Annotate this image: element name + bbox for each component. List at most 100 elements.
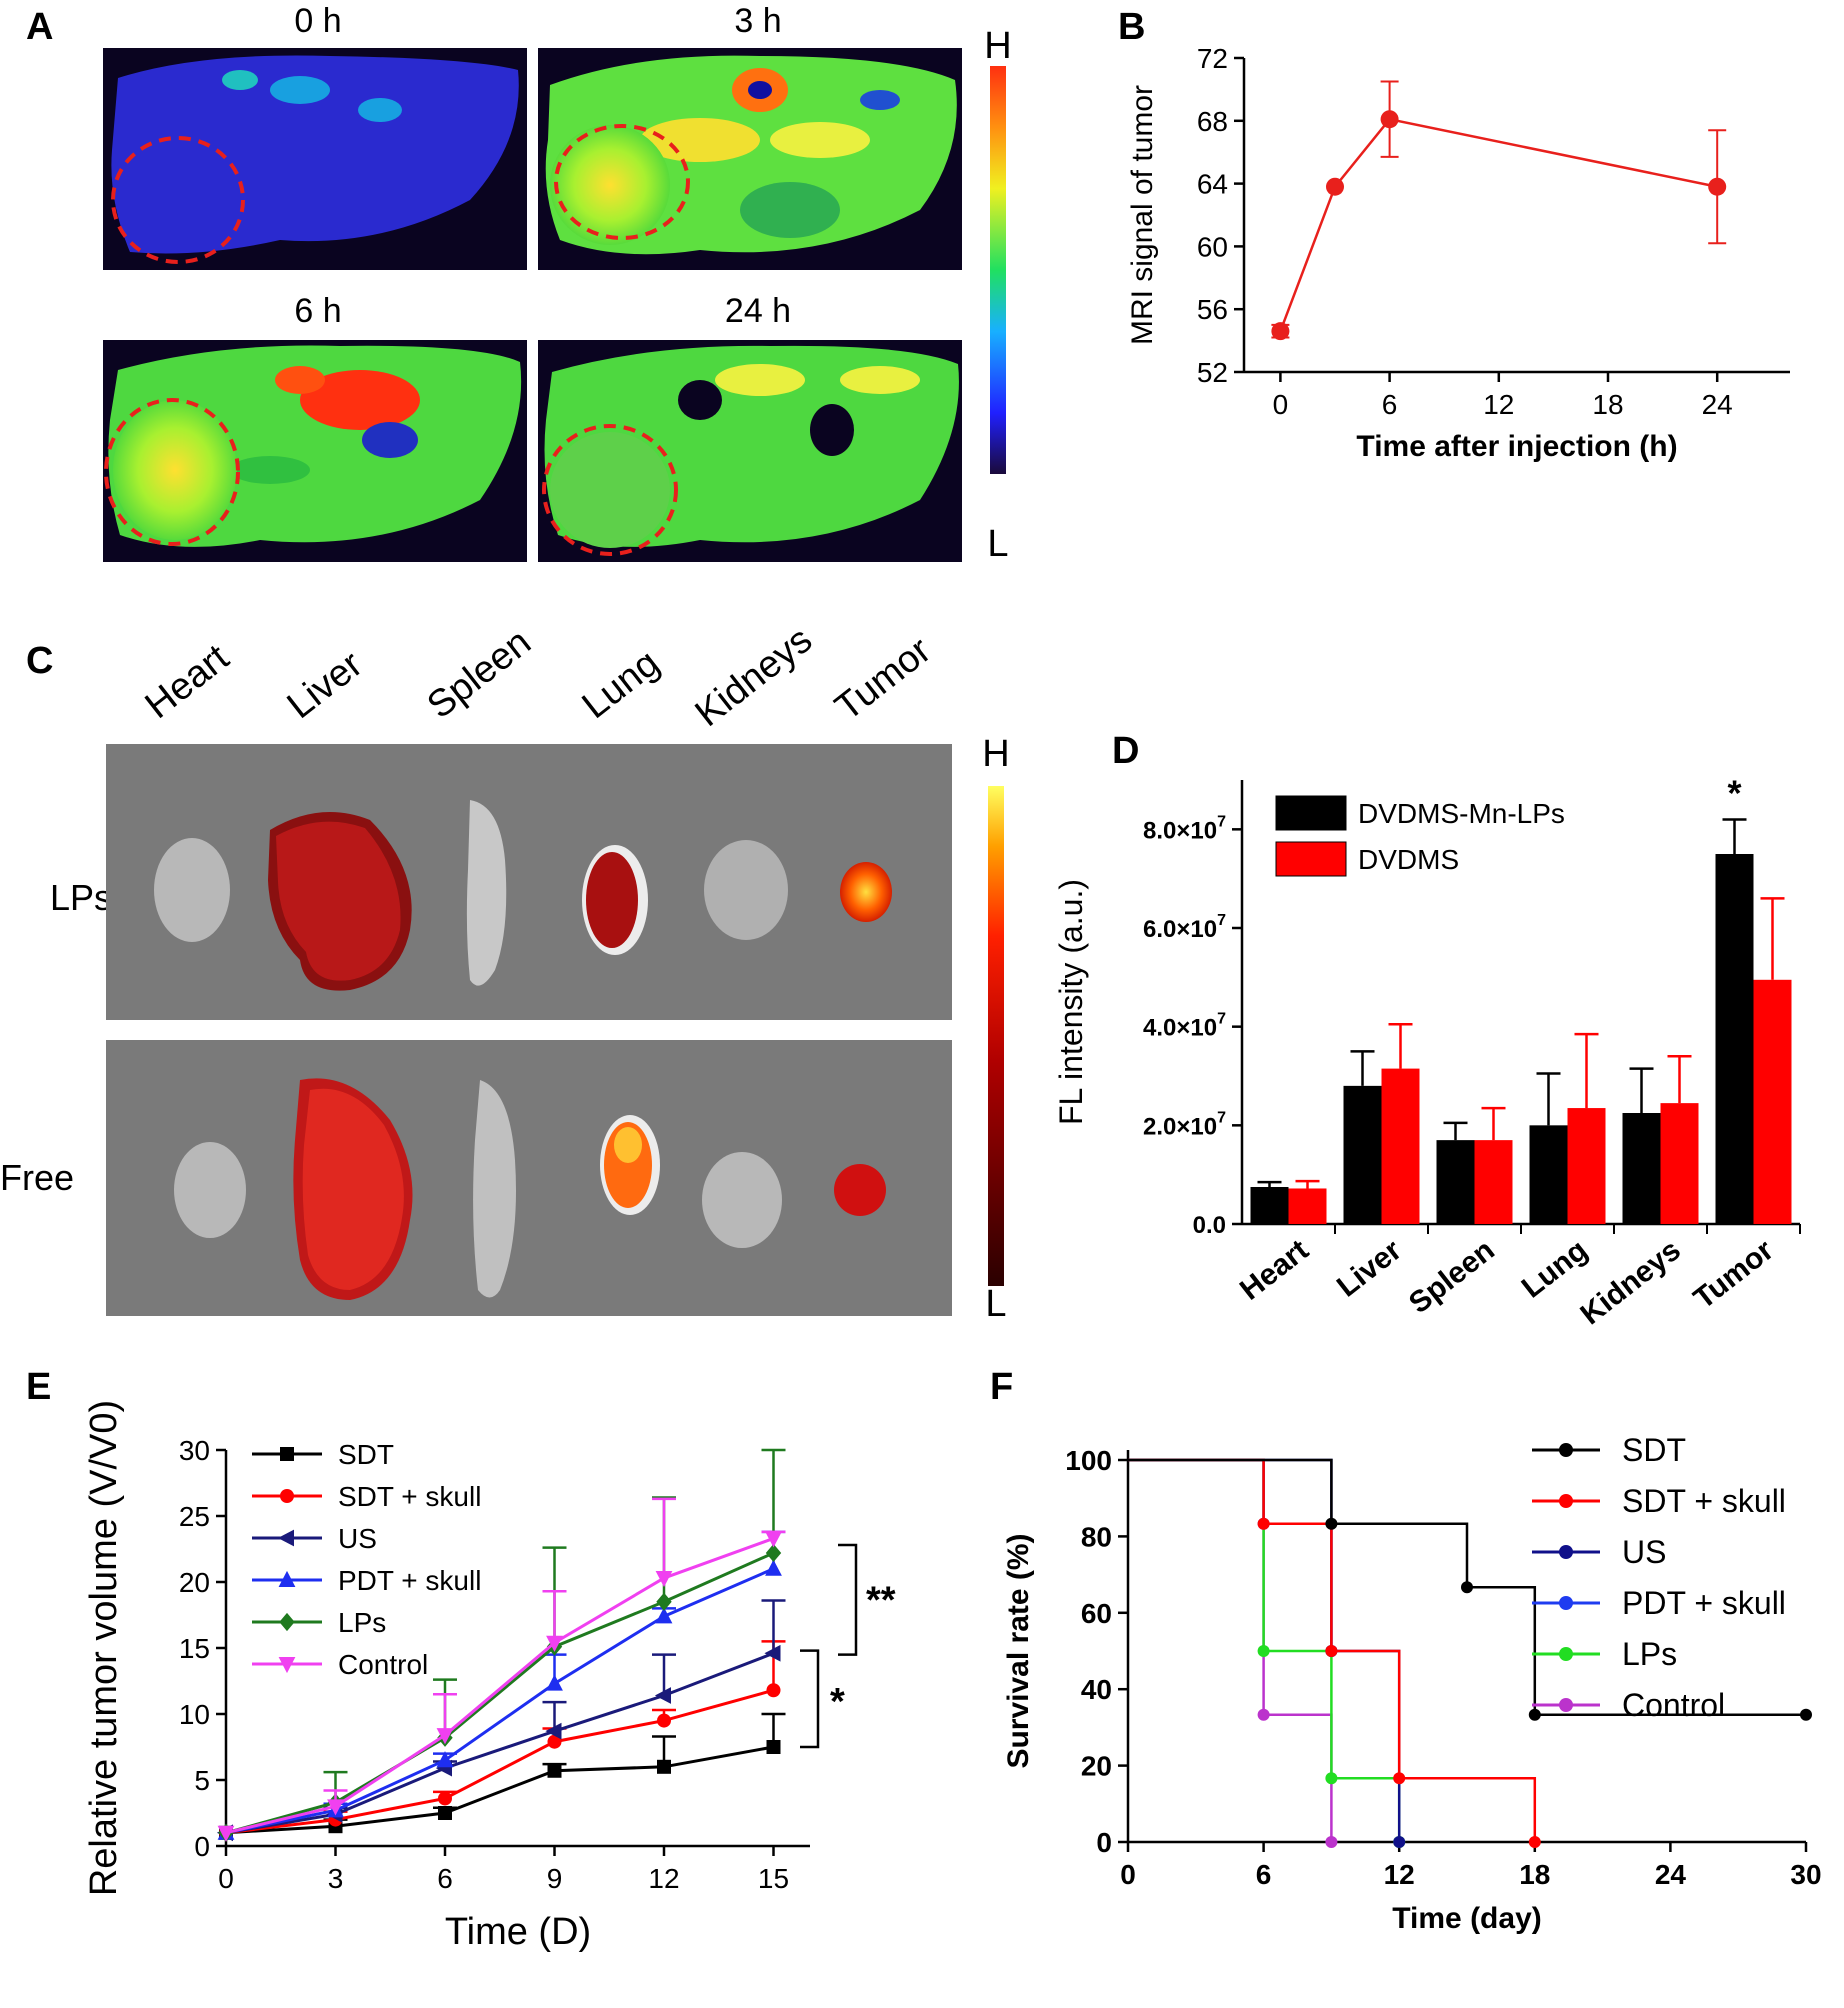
significance-label: *	[830, 1681, 845, 1723]
x-axis-title: Time (day)	[1392, 1902, 1542, 1935]
mri-image-24h	[538, 340, 962, 562]
y-tick-label: 8.0×107	[1143, 813, 1226, 844]
bar	[1474, 1140, 1513, 1224]
data-point-marker	[657, 1759, 671, 1774]
bar	[1436, 1140, 1475, 1224]
y-tick-label: 40	[1081, 1674, 1112, 1705]
bar	[1381, 1068, 1420, 1224]
bar	[1250, 1187, 1289, 1224]
x-axis-title: Time after injection (h)	[1356, 430, 1677, 463]
data-series-line	[225, 1551, 775, 1835]
y-tick-label: 68	[1197, 106, 1228, 137]
legend-label: DVDMS	[1358, 844, 1459, 875]
y-tick-label: 80	[1081, 1521, 1112, 1552]
fluorescence-row-free	[106, 1040, 952, 1316]
fluorescence-row-lps	[106, 744, 952, 1020]
legend-swatch	[1275, 841, 1347, 877]
panel-label-e: E	[26, 1366, 52, 1408]
mri-time-label: 0 h	[294, 2, 341, 40]
data-point-marker	[765, 1559, 782, 1576]
data-point-marker	[546, 1635, 563, 1652]
organ-fluorescence-figure: Heart Liver Spleen Lung Kidneys Tumor LP…	[0, 619, 1010, 1325]
bar	[1529, 1125, 1568, 1224]
x-tick-label: 0	[218, 1863, 234, 1894]
bar	[1715, 854, 1754, 1224]
data-point-marker	[547, 1734, 562, 1749]
x-tick-label: 30	[1790, 1859, 1821, 1890]
legend-marker	[1559, 1698, 1573, 1712]
legend-label: SDT + skull	[1622, 1483, 1786, 1519]
data-point-marker	[1257, 1645, 1270, 1657]
mri-time-label: 6 h	[294, 292, 341, 330]
panel-label-f: F	[990, 1366, 1014, 1408]
data-point-marker	[1257, 1517, 1270, 1530]
y-tick-label: 56	[1197, 294, 1228, 325]
legend-label: PDT + skull	[1622, 1585, 1786, 1621]
x-tick-label: 0	[1273, 389, 1289, 420]
y-tick-label: 64	[1197, 169, 1228, 200]
data-point-marker	[1271, 322, 1290, 341]
y-tick-label: 25	[179, 1501, 210, 1532]
y-tick-label: 0	[194, 1831, 210, 1862]
data-point-marker	[657, 1713, 671, 1728]
legend-label: US	[338, 1523, 377, 1554]
y-axis-title: Survival rate (%)	[1002, 1533, 1035, 1768]
x-tick-label: 24	[1702, 389, 1733, 420]
y-tick-label: 72	[1197, 43, 1228, 74]
data-point-marker	[547, 1763, 562, 1778]
panel-b-chart: 52 56 60 64 68 72 0 6 12 18 24 Time after injection…	[0, 0, 1844, 600]
data-point-marker	[438, 1791, 452, 1806]
data-point-marker	[1708, 177, 1727, 196]
legend-label: LPs	[1622, 1636, 1677, 1672]
x-tick-label: 18	[1519, 1859, 1550, 1890]
panel-label-c: C	[26, 640, 54, 682]
survival-step-line	[1128, 1458, 1806, 1717]
bar	[1343, 1085, 1382, 1224]
y-tick-label: 0	[1096, 1827, 1112, 1858]
y-tick-label: 10	[179, 1699, 210, 1730]
roi-circle	[542, 424, 678, 556]
fl-intensity-chart: 0.0 2.0×107 4.0×107 6.0×107 8.0×107 FL intens…	[1053, 772, 1801, 1331]
data-point-marker	[277, 1529, 294, 1547]
y-axis-title: MRI signal of tumor	[1126, 85, 1159, 345]
fluorescence-color-scale-bar	[988, 786, 1004, 1286]
data-point-marker	[438, 1806, 452, 1820]
legend-marker	[1559, 1443, 1573, 1457]
panel-a-mri: 0 h 3 h 6 h 24 h	[0, 0, 1060, 580]
data-series-line	[1279, 117, 1718, 332]
data-point-marker	[280, 1447, 294, 1461]
data-point-marker	[765, 1543, 782, 1563]
legend-label: Control	[1622, 1687, 1725, 1723]
data-point-marker	[766, 1740, 781, 1754]
scale-high-label: H	[982, 733, 1009, 775]
data-point-marker	[1393, 1836, 1406, 1848]
data-point-marker	[1326, 177, 1344, 196]
data-point-marker	[327, 1799, 344, 1816]
data-point-marker	[1528, 1836, 1541, 1848]
data-point-marker	[1800, 1708, 1812, 1721]
legend-label: DVDMS-Mn-LPs	[1358, 798, 1565, 829]
scale-low-label: L	[987, 523, 1008, 565]
x-tick-label: 12	[1483, 389, 1514, 420]
legend-label: SDT + skull	[338, 1481, 481, 1512]
y-tick-label: 20	[179, 1567, 210, 1598]
data-point-marker	[1325, 1772, 1338, 1785]
data-point-marker	[546, 1674, 563, 1691]
mri-figure: 0 h 3 h 6 h 24 h	[103, 2, 1012, 565]
data-point-marker	[545, 1722, 562, 1740]
data-point-marker	[656, 1592, 672, 1611]
legend-swatch	[1275, 795, 1347, 831]
data-series-line	[225, 1745, 774, 1835]
x-tick-label: 3	[328, 1863, 344, 1894]
significance-bracket	[800, 1649, 820, 1749]
x-tick-label: 6	[1382, 389, 1398, 420]
significance-label: **	[866, 1579, 896, 1621]
legend-label: LPs	[338, 1607, 386, 1638]
bar	[1660, 1103, 1699, 1224]
data-point-marker	[1393, 1772, 1406, 1785]
panel-label-a: A	[26, 6, 54, 48]
y-axis-title: FL intensity (a.u.)	[1053, 879, 1089, 1125]
x-tick-label: 12	[648, 1863, 679, 1894]
